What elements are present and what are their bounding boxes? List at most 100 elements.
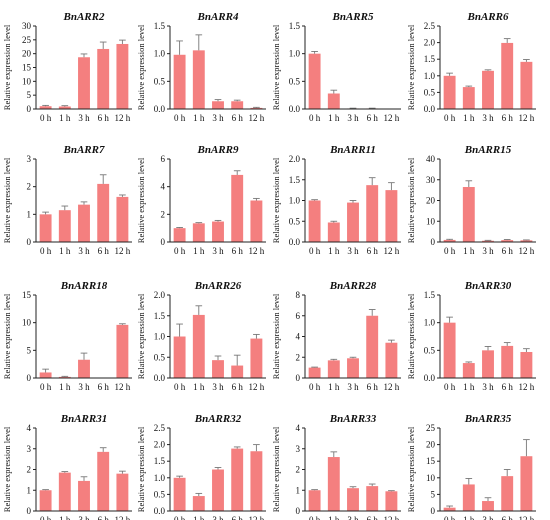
panel-bnarr6: BnARR6 Relative expression level 0.0 0.5 1.0… [406,11,536,123]
y-tick-label-bnarr2: 25 [22,35,32,45]
panel-bnarr31: BnARR31 Relative expression level 0 1 2 3 4 0 h… [2,413,132,520]
y-tick-label-bnarr28: 2 [296,352,301,362]
x-tick-label-bnarr28-4: 12 h [384,382,400,392]
chart-title-bnarr31: BnARR31 [60,413,107,425]
y-tick-label-bnarr6: 0.5 [424,87,436,97]
bar-bnarr2-1 [58,106,71,109]
y-axis-label-bnarr5: Relative expression level [271,24,281,110]
bar-bnarr4-3 [231,101,244,109]
x-tick-label-bnarr4-2: 3 h [212,113,224,123]
bar-bnarr35-4 [520,456,533,511]
y-tick-label-bnarr33: 4 [296,423,301,433]
y-tick-label-bnarr31: 4 [27,423,32,433]
y-tick-label-bnarr30: 1.0 [424,318,436,328]
y-tick-label-bnarr31: 0 [27,506,32,516]
panel-bnarr15: BnARR15 Relative expression level 0 10 20 30 4… [406,144,536,256]
bar-bnarr6-0 [443,75,456,109]
bar-bnarr30-0 [443,322,456,378]
bar-bnarr26-1 [192,314,205,378]
panel-bnarr32: BnARR32 Relative expression level 0.0 0.5 1.… [136,413,266,520]
bar-bnarr26-4 [250,338,263,378]
y-tick-label-bnarr31: 3 [27,444,32,454]
bar-bnarr11-1 [327,222,340,242]
x-tick-label-bnarr7-0: 0 h [40,246,52,256]
y-tick-label-bnarr35: 20 [426,440,436,450]
x-tick-label-bnarr33-0: 0 h [309,515,321,520]
chart-title-bnarr15: BnARR15 [464,144,512,156]
x-tick-label-bnarr9-2: 3 h [212,246,224,256]
x-tick-label-bnarr33-3: 6 h [367,515,379,520]
y-tick-label-bnarr31: 2 [27,465,32,475]
panel-bnarr4: BnARR4 Relative expression level 0.0 0.5 1.0… [136,11,266,123]
x-tick-label-bnarr35-4: 12 h [519,515,535,520]
x-tick-label-bnarr9-3: 6 h [232,246,244,256]
bar-bnarr33-4 [385,491,398,511]
panel-bnarr26: BnARR26 Relative expression level 0.0 0.5 1.… [136,280,266,392]
x-tick-label-bnarr15-0: 0 h [444,246,456,256]
y-axis-label-bnarr4: Relative expression level [136,24,146,110]
bar-bnarr28-3 [366,315,379,378]
x-tick-label-bnarr31-1: 1 h [59,515,71,520]
x-tick-label-bnarr15-2: 3 h [482,246,494,256]
y-tick-label-bnarr33: 2 [296,465,301,475]
chart-title-bnarr28: BnARR28 [329,280,377,292]
x-tick-label-bnarr35-0: 0 h [444,515,456,520]
x-tick-label-bnarr28-2: 3 h [347,382,359,392]
y-tick-label-bnarr9: 2 [161,209,166,219]
x-tick-label-bnarr6-2: 3 h [482,113,494,123]
y-tick-label-bnarr5: 0.5 [289,76,301,86]
bar-bnarr7-0 [39,214,52,242]
chart-title-bnarr5: BnARR5 [332,11,374,23]
x-tick-label-bnarr2-0: 0 h [40,113,52,123]
bar-bnarr33-0 [308,490,321,511]
y-axis-label-bnarr26: Relative expression level [136,293,146,379]
bar-bnarr15-0 [443,239,456,242]
bar-bnarr31-4 [116,473,129,511]
x-tick-label-bnarr33-4: 12 h [384,515,400,520]
x-tick-label-bnarr30-1: 1 h [463,382,475,392]
bar-bnarr6-1 [462,87,475,109]
x-tick-label-bnarr31-2: 3 h [78,515,90,520]
bar-bnarr31-3 [97,451,110,511]
bar-bnarr2-0 [39,106,52,109]
bar-bnarr9-0 [173,228,186,242]
y-tick-label-bnarr6: 2.5 [424,21,436,31]
y-tick-label-bnarr28: 0 [296,373,301,383]
x-tick-label-bnarr11-0: 0 h [309,246,321,256]
bar-bnarr11-2 [347,202,359,242]
bar-bnarr18-2 [78,359,90,378]
x-tick-label-bnarr28-1: 1 h [328,382,340,392]
y-axis-label-bnarr2: Relative expression level [2,24,12,110]
x-tick-label-bnarr30-4: 12 h [519,382,535,392]
y-axis-label-bnarr33: Relative expression level [271,426,281,512]
y-tick-label-bnarr35: 15 [426,456,436,466]
y-tick-label-bnarr4: 0.5 [154,76,166,86]
y-tick-label-bnarr35: 5 [431,489,436,499]
x-tick-label-bnarr26-1: 1 h [193,382,205,392]
bar-bnarr4-4 [250,107,263,109]
x-tick-label-bnarr26-0: 0 h [174,382,186,392]
x-tick-label-bnarr32-3: 6 h [232,515,244,520]
y-tick-label-bnarr11: 0.5 [289,216,301,226]
x-tick-label-bnarr30-3: 6 h [502,382,514,392]
y-tick-label-bnarr7: 1 [27,209,32,219]
y-axis-label-bnarr28: Relative expression level [271,293,281,379]
x-tick-label-bnarr31-0: 0 h [40,515,52,520]
y-tick-label-bnarr9: 6 [161,154,166,164]
panel-bnarr11: BnARR11 Relative expression level 0.0 0.5 1.… [271,144,401,256]
x-tick-label-bnarr11-1: 1 h [328,246,340,256]
y-tick-label-bnarr2: 20 [22,49,32,59]
y-tick-label-bnarr4: 1.0 [154,49,166,59]
chart-title-bnarr7: BnARR7 [63,144,105,156]
bar-bnarr26-2 [212,360,224,378]
bar-bnarr4-2 [212,101,224,109]
y-tick-label-bnarr7: 2 [27,182,32,192]
y-tick-label-bnarr6: 1.0 [424,71,436,81]
x-tick-label-bnarr2-2: 3 h [78,113,90,123]
panel-bnarr9: BnARR9 Relative expression level 0 2 4 6 0 h 1 … [136,144,266,256]
bar-bnarr9-3 [231,174,244,242]
x-tick-label-bnarr32-0: 0 h [174,515,186,520]
panel-bnarr5: BnARR5 Relative expression level 0.0 0.5 1.0… [271,11,401,123]
x-tick-label-bnarr35-3: 6 h [502,515,514,520]
